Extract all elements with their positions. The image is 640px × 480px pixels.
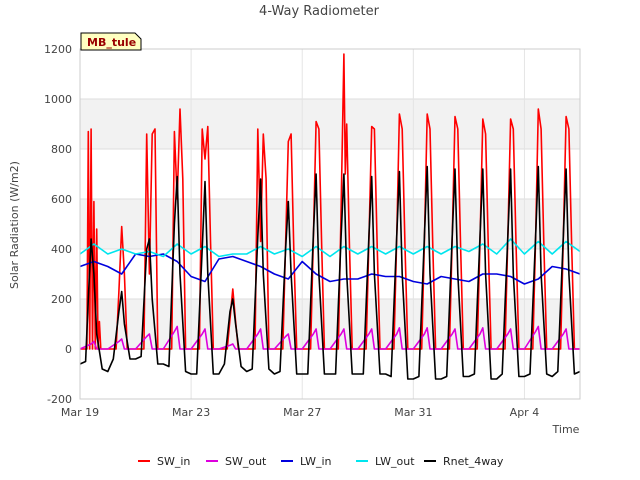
plot-band bbox=[80, 299, 580, 349]
station-label: MB_tule bbox=[87, 36, 136, 49]
series-lw-in bbox=[79, 253, 581, 285]
legend-label: LW_in bbox=[300, 455, 332, 468]
plot-band bbox=[80, 99, 580, 149]
y-tick-label: 1000 bbox=[44, 93, 72, 106]
x-tick-label: Apr 4 bbox=[510, 406, 540, 419]
y-tick-label: -200 bbox=[47, 393, 72, 406]
x-axis-label: Time bbox=[552, 423, 580, 436]
chart-title: 4-Way Radiometer bbox=[259, 4, 380, 19]
x-tick-labels: Mar 19 Mar 23 Mar 27 Mar 31 Apr 4 bbox=[61, 406, 539, 419]
y-tick-label: 600 bbox=[51, 193, 72, 206]
legend: SW_in SW_out LW_in LW_out Rnet_4way bbox=[138, 455, 504, 468]
x-tick-label: Mar 23 bbox=[172, 406, 210, 419]
series-lw-out bbox=[79, 238, 581, 258]
y-tick-label: 1200 bbox=[44, 43, 72, 56]
y-tick-label: 0 bbox=[65, 343, 72, 356]
x-tick-label: Mar 31 bbox=[394, 406, 432, 419]
station-tag: MB_tule bbox=[80, 32, 142, 51]
plot-frame bbox=[79, 48, 581, 400]
legend-label: SW_out bbox=[225, 455, 267, 468]
y-tick-label: 200 bbox=[51, 293, 72, 306]
series-rnet-4way bbox=[79, 165, 581, 380]
y-axis-label: Solar Radiation (W/m2) bbox=[8, 161, 21, 289]
x-tick-label: Mar 27 bbox=[283, 406, 321, 419]
legend-label: SW_in bbox=[157, 455, 190, 468]
y-tick-label: 400 bbox=[51, 243, 72, 256]
x-tick-label: Mar 19 bbox=[61, 406, 99, 419]
plot-background bbox=[80, 49, 580, 399]
legend-label: LW_out bbox=[375, 455, 415, 468]
legend-label: Rnet_4way bbox=[443, 455, 504, 468]
series-group bbox=[79, 53, 581, 380]
series-sw-out bbox=[79, 325, 580, 350]
y-tick-label: 800 bbox=[51, 143, 72, 156]
plot-band bbox=[80, 199, 580, 249]
y-tick-labels: -200 0 200 400 600 800 1000 1200 bbox=[44, 43, 72, 406]
station-tag-box bbox=[80, 32, 142, 51]
